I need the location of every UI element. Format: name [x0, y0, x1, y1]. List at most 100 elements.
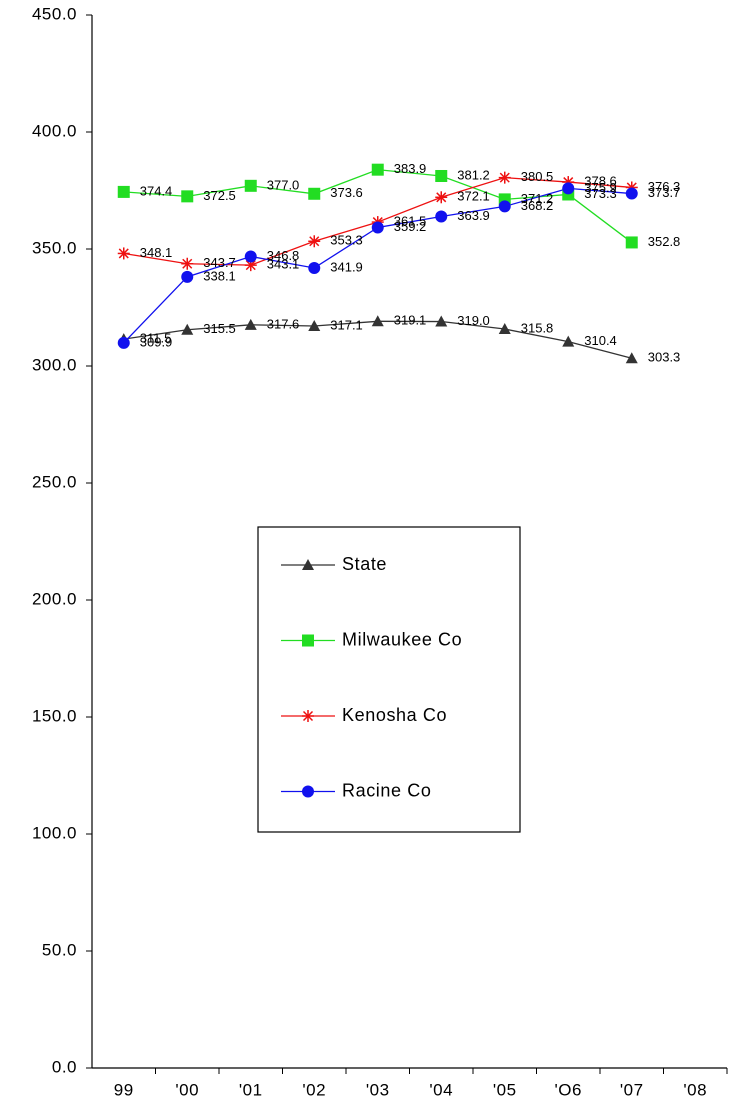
- data-label: 303.3: [648, 350, 681, 365]
- data-label: 371.2: [521, 191, 554, 206]
- data-label: 368.2: [521, 198, 554, 213]
- data-label: 317.6: [267, 316, 300, 331]
- legend-label: State: [342, 554, 387, 574]
- data-label: 348.1: [140, 245, 173, 260]
- x-tick-label: 'O6: [555, 1080, 582, 1099]
- marker: [435, 210, 448, 223]
- data-label: 346.8: [267, 248, 300, 263]
- x-tick-label: '08: [683, 1080, 707, 1099]
- legend-marker: [302, 634, 314, 647]
- legend-label: Kenosha Co: [342, 705, 447, 725]
- data-label: 353.3: [330, 233, 363, 248]
- data-label: 378.6: [584, 174, 617, 189]
- star-stroke: [302, 710, 314, 722]
- marker: [244, 318, 257, 330]
- data-label: 363.9: [457, 208, 490, 223]
- x-tick-label: '00: [175, 1080, 199, 1099]
- marker: [435, 169, 448, 182]
- marker: [498, 171, 511, 184]
- legend-label: Racine Co: [342, 780, 431, 800]
- marker: [181, 190, 194, 203]
- data-label: 319.0: [457, 313, 490, 328]
- marker: [562, 335, 575, 347]
- marker: [244, 179, 257, 192]
- data-label: 372.5: [203, 188, 236, 203]
- marker: [435, 191, 448, 204]
- series-line: [123, 320, 632, 359]
- marker: [371, 221, 384, 234]
- data-label: 317.1: [330, 317, 363, 332]
- data-label: 359.2: [394, 219, 427, 234]
- x-tick-label: '03: [366, 1080, 390, 1099]
- legend-label: Milwaukee Co: [342, 629, 462, 649]
- marker: [244, 250, 257, 263]
- data-label: 338.1: [203, 268, 236, 283]
- data-label: 352.8: [648, 234, 681, 249]
- marker: [117, 185, 130, 198]
- y-tick-label: 50.0: [42, 940, 77, 959]
- data-label: 310.4: [584, 333, 617, 348]
- marker: [371, 163, 384, 176]
- x-tick-label: '01: [239, 1080, 263, 1099]
- x-tick-label: '04: [429, 1080, 453, 1099]
- marker: [117, 336, 130, 349]
- y-tick-label: 300.0: [32, 355, 77, 374]
- marker: [181, 257, 194, 270]
- data-label: 383.9: [394, 161, 427, 176]
- marker: [308, 261, 321, 274]
- data-label: 372.1: [457, 189, 490, 204]
- star-stroke: [309, 236, 320, 247]
- y-tick-label: 400.0: [32, 121, 77, 140]
- marker: [625, 236, 638, 249]
- data-label: 373.7: [648, 185, 681, 200]
- y-tick-label: 200.0: [32, 589, 77, 608]
- data-label: 315.8: [521, 320, 554, 335]
- data-label: 380.5: [521, 169, 554, 184]
- y-tick-label: 250.0: [32, 472, 77, 491]
- star-stroke: [182, 258, 193, 269]
- y-tick-label: 150.0: [32, 706, 77, 725]
- data-label: 375.9: [584, 180, 617, 195]
- marker: [498, 200, 511, 213]
- data-label: 343.1: [267, 257, 300, 272]
- x-tick-label: '05: [493, 1080, 517, 1099]
- data-label: 377.0: [267, 177, 300, 192]
- marker: [625, 187, 638, 200]
- y-tick-label: 350.0: [32, 238, 77, 257]
- data-label: 381.2: [457, 167, 490, 182]
- star-stroke: [118, 248, 129, 259]
- data-label: 315.5: [203, 321, 236, 336]
- data-label: 309.9: [140, 334, 173, 349]
- star-stroke: [499, 172, 510, 183]
- x-tick-label: '02: [302, 1080, 326, 1099]
- y-tick-label: 450.0: [32, 4, 77, 23]
- data-label: 374.4: [140, 183, 173, 198]
- data-label: 373.6: [330, 185, 363, 200]
- marker: [562, 182, 575, 195]
- data-label: 319.1: [394, 313, 427, 328]
- marker: [181, 270, 194, 283]
- marker: [435, 315, 448, 327]
- marker: [117, 247, 130, 260]
- legend-box: [257, 526, 521, 833]
- marker: [181, 323, 194, 335]
- marker: [244, 259, 257, 272]
- data-label: 343.7: [203, 255, 236, 270]
- legend-marker: [302, 785, 314, 798]
- legend: State Milwaukee Co Kenosha Co Racine Co: [257, 526, 521, 833]
- marker: [371, 315, 384, 327]
- x-tick-label: '07: [620, 1080, 644, 1099]
- data-label: 341.9: [330, 259, 363, 274]
- data-label: 376.3: [648, 179, 681, 194]
- data-label: 311.5: [140, 331, 172, 346]
- star-stroke: [245, 260, 256, 271]
- marker: [625, 352, 638, 364]
- x-tick-label: 99: [114, 1080, 134, 1099]
- marker: [308, 235, 321, 248]
- legend-marker: [302, 559, 314, 570]
- legend-marker: [302, 710, 314, 722]
- marker: [308, 319, 321, 331]
- y-tick-label: 0.0: [52, 1057, 77, 1076]
